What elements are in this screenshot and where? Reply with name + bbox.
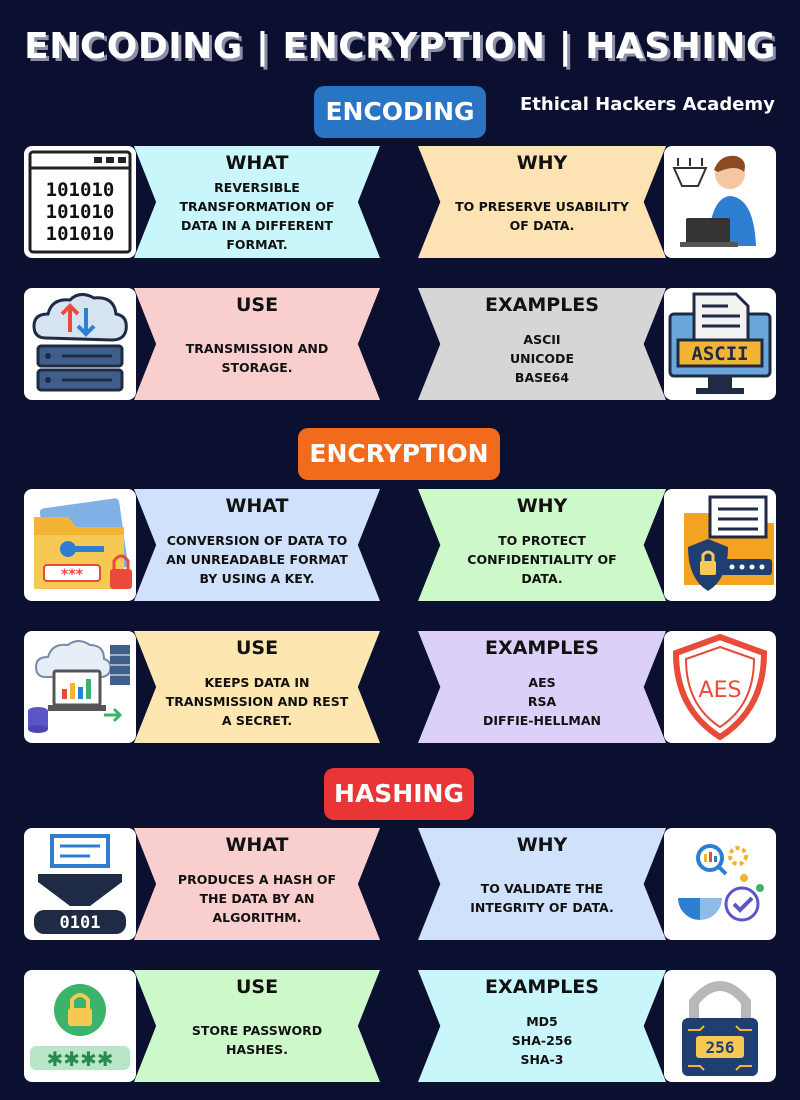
hashing-row-1: 0101 WHAT PRODUCES A HASH OF THE DATA BY…	[24, 828, 776, 940]
aes-shield-icon: AES	[664, 631, 776, 743]
hashing-row-2: ✱✱✱✱ USE STORE PASSWORD HASHES. EXAMPLES…	[24, 970, 776, 1082]
ribbon-text: STORE PASSWORD HASHES.	[191, 1023, 323, 1057]
encoding-why-ribbon: WHY TO PRESERVE USABILITY OF DATA.	[418, 146, 666, 258]
encoding-examples-ribbon: EXAMPLES ASCII UNICODE BASE64	[418, 288, 666, 400]
ribbon-heading: EXAMPLES	[485, 637, 599, 659]
data-analysis-icon	[664, 828, 776, 940]
ribbon-heading: EXAMPLES	[485, 294, 599, 316]
encoding-row-2: USE TRANSMISSION AND STORAGE. EXAMPLES A…	[24, 288, 776, 400]
encryption-row-2: USE KEEPS DATA IN TRANSMISSION AND REST …	[24, 631, 776, 743]
ribbon-text: REVERSIBLE TRANSFORMATION OF DATA IN A D…	[179, 180, 335, 252]
ribbon-text: ASCII UNICODE BASE64	[510, 331, 574, 385]
circuit-padlock-icon: 256	[664, 970, 776, 1082]
ascii-text: ASCII	[691, 343, 748, 365]
binary-line-1: 101010	[46, 179, 115, 201]
shield-folder-icon	[664, 489, 776, 601]
encryption-examples-ribbon: EXAMPLES AES RSA DIFFIE-HELLMAN	[418, 631, 666, 743]
cloud-server-icon	[24, 288, 136, 400]
ribbon-text: KEEPS DATA IN TRANSMISSION AND REST A SE…	[165, 674, 349, 728]
password-mask: ***	[61, 567, 84, 583]
encoding-use-ribbon: USE TRANSMISSION AND STORAGE.	[134, 288, 380, 400]
hashing-use-ribbon: USE STORE PASSWORD HASHES.	[134, 970, 380, 1082]
ribbon-heading: WHY	[516, 495, 568, 517]
bits-text: 0101	[60, 913, 101, 933]
person-laptop-icon	[664, 146, 776, 258]
ribbon-heading: USE	[235, 976, 279, 998]
brand-name: Ethical Hackers Academy	[520, 94, 775, 115]
ribbon-text: PRODUCES A HASH OF THE DATA BY AN ALGORI…	[177, 871, 337, 925]
hashing-what-ribbon: WHAT PRODUCES A HASH OF THE DATA BY AN A…	[134, 828, 380, 940]
ribbon-heading: WHY	[516, 834, 568, 856]
password-stars: ✱✱✱✱	[46, 1047, 113, 1071]
binary-window-icon: 101010 101010 101010	[24, 146, 136, 258]
lock-number-text: 256	[706, 1038, 735, 1057]
password-lock-icon: ✱✱✱✱	[24, 970, 136, 1082]
encryption-section-pill: ENCRYPTION	[298, 428, 500, 480]
hashing-examples-ribbon: EXAMPLES MD5 SHA-256 SHA-3	[418, 970, 666, 1082]
hashing-section-pill: HASHING	[324, 768, 474, 820]
ribbon-text: TO PROTECT CONFIDENTIALITY OF DATA.	[467, 532, 617, 586]
ribbon-heading: WHAT	[225, 152, 289, 174]
binary-line-3: 101010	[46, 223, 115, 245]
ribbon-heading: WHAT	[225, 495, 289, 517]
ribbon-heading: EXAMPLES	[485, 976, 599, 998]
ribbon-text: CONVERSION OF DATA TO AN UNREADABLE FORM…	[166, 532, 348, 586]
hash-funnel-icon: 0101	[24, 828, 136, 940]
ribbon-heading: WHAT	[225, 834, 289, 856]
hashing-why-ribbon: WHY TO VALIDATE THE INTEGRITY OF DATA.	[418, 828, 666, 940]
encoding-row-1: 101010 101010 101010 WHAT REVERSIBLE TRA…	[24, 146, 776, 258]
encryption-what-ribbon: WHAT CONVERSION OF DATA TO AN UNREADABLE…	[134, 489, 380, 601]
cloud-laptop-server-icon	[24, 631, 136, 743]
ribbon-text: TRANSMISSION AND STORAGE.	[185, 341, 329, 375]
aes-text: AES	[699, 678, 742, 703]
encryption-why-ribbon: WHY TO PROTECT CONFIDENTIALITY OF DATA.	[418, 489, 666, 601]
binary-line-2: 101010	[46, 201, 115, 223]
ribbon-text: TO VALIDATE THE INTEGRITY OF DATA.	[470, 881, 614, 915]
ribbon-text: AES RSA DIFFIE-HELLMAN	[483, 674, 601, 728]
ribbon-text: MD5 SHA-256 SHA-3	[511, 1013, 573, 1067]
ribbon-heading: WHY	[516, 152, 568, 174]
page-title: ENCODING | ENCRYPTION | HASHING	[24, 26, 776, 67]
ribbon-text: TO PRESERVE USABILITY OF DATA.	[455, 199, 629, 233]
encryption-row-1: *** WHAT CONVERSION OF DATA TO AN UNREAD…	[24, 489, 776, 601]
locked-folder-icon: ***	[24, 489, 136, 601]
encoding-section-pill: ENCODING	[314, 86, 486, 138]
ribbon-heading: USE	[235, 637, 279, 659]
ribbon-heading: USE	[235, 294, 279, 316]
encryption-use-ribbon: USE KEEPS DATA IN TRANSMISSION AND REST …	[134, 631, 380, 743]
ascii-monitor-icon: ASCII	[664, 288, 776, 400]
encoding-what-ribbon: WHAT REVERSIBLE TRANSFORMATION OF DATA I…	[134, 146, 380, 258]
